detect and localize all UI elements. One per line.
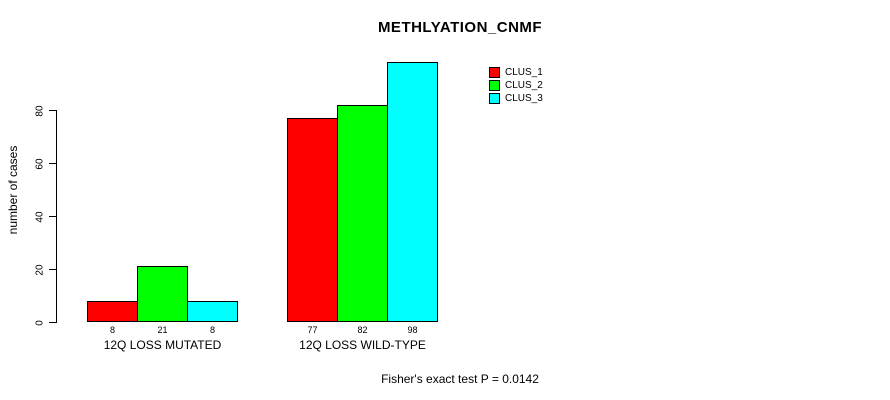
legend-label: CLUS_2 xyxy=(505,80,543,91)
y-tick-mark xyxy=(49,216,56,217)
y-axis-line xyxy=(56,110,57,323)
chart-title: METHLYATION_CNMF xyxy=(377,19,543,36)
y-tick-mark xyxy=(49,163,56,164)
x-category-label: 12Q LOSS MUTATED xyxy=(103,338,222,352)
bar-clus_2-group2 xyxy=(337,105,388,322)
bar-clus_3-group2 xyxy=(387,62,438,322)
legend-swatch-clus_3 xyxy=(489,93,500,104)
legend-swatch-clus_1 xyxy=(489,67,500,78)
y-tick-label: 20 xyxy=(34,263,46,276)
y-tick-mark xyxy=(49,269,56,270)
x-category-label: 12Q LOSS WILD-TYPE xyxy=(299,338,426,352)
bar-value-label: 8 xyxy=(209,325,216,335)
fisher-test-annotation: Fisher's exact test P = 0.0142 xyxy=(381,372,539,386)
bar-clus_1-group1 xyxy=(87,301,138,322)
legend-swatch-clus_2 xyxy=(489,80,500,91)
y-tick-mark xyxy=(49,110,56,111)
bar-value-label: 77 xyxy=(307,325,318,335)
legend-label: CLUS_3 xyxy=(505,93,543,104)
bar-value-label: 98 xyxy=(407,325,418,335)
bar-value-label: 21 xyxy=(157,325,168,335)
y-tick-label: 40 xyxy=(34,210,46,223)
legend-label: CLUS_1 xyxy=(505,67,543,78)
bar-clus_3-group1 xyxy=(187,301,238,322)
y-tick-label: 80 xyxy=(34,104,46,117)
y-tick-label: 0 xyxy=(34,319,46,326)
bar-value-label: 82 xyxy=(357,325,368,335)
bar-value-label: 8 xyxy=(109,325,116,335)
bar-clus_2-group1 xyxy=(137,266,188,322)
bar-clus_1-group2 xyxy=(287,118,338,322)
y-tick-mark xyxy=(49,322,56,323)
y-axis-label: number of cases xyxy=(6,145,20,235)
y-tick-label: 60 xyxy=(34,157,46,170)
